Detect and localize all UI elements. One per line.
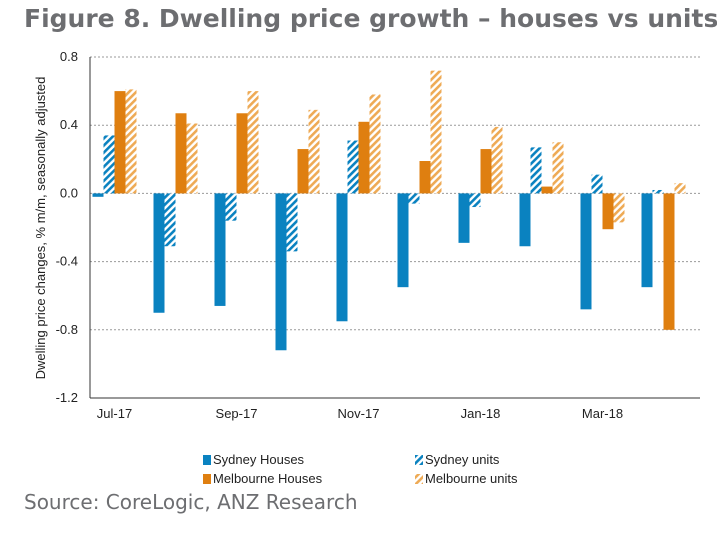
x-tick-label: Mar-18 bbox=[582, 406, 623, 421]
legend-label: Sydney units bbox=[425, 452, 500, 467]
x-tick-label: Jan-18 bbox=[461, 406, 501, 421]
bar-melbourne-houses bbox=[419, 161, 431, 194]
bar-sydney-houses bbox=[336, 193, 348, 322]
y-tick-label: -1.2 bbox=[56, 390, 78, 405]
x-tick-label: Sep-17 bbox=[216, 406, 258, 421]
bar-sydney-units bbox=[164, 193, 176, 247]
bar-sydney-houses bbox=[641, 193, 653, 288]
legend-swatch bbox=[415, 474, 423, 484]
chart: 0.8 0.4 0.0 -0.4 -0.8 -1.2 Jul-17 Sep-17 Nov-17 J… bbox=[33, 49, 700, 486]
bar-melbourne-units bbox=[430, 70, 442, 194]
axes: 0.8 0.4 0.0 -0.4 -0.8 -1.2 Jul-17 Sep-17 Nov-17 J… bbox=[56, 49, 700, 421]
bar-sydney-units bbox=[652, 189, 664, 194]
legend: Sydney Houses Sydney units Melbourne House… bbox=[203, 452, 518, 486]
bar-melbourne-units bbox=[186, 123, 198, 194]
bar-sydney-units bbox=[408, 193, 420, 204]
bar-melbourne-houses bbox=[114, 91, 126, 194]
bar-melbourne-houses bbox=[175, 113, 187, 194]
bar-sydney-houses bbox=[92, 193, 104, 197]
bar-sydney-units bbox=[530, 147, 542, 194]
legend-swatch bbox=[203, 455, 211, 465]
bar-melbourne-houses bbox=[480, 149, 492, 194]
legend-label: Sydney Houses bbox=[213, 452, 305, 467]
bar-sydney-houses bbox=[458, 193, 470, 243]
x-tick-label: Nov-17 bbox=[338, 406, 380, 421]
bar-melbourne-units bbox=[125, 89, 137, 194]
y-tick-label: -0.4 bbox=[56, 254, 78, 269]
bar-melbourne-houses bbox=[236, 113, 248, 194]
bar-sydney-houses bbox=[214, 193, 226, 306]
y-tick-label: 0.0 bbox=[60, 185, 78, 200]
y-axis-label: Dwelling price changes, % m/m, seasonall… bbox=[33, 77, 48, 380]
bar-sydney-houses bbox=[153, 193, 165, 313]
bar-melbourne-units bbox=[674, 183, 686, 194]
x-tick-label: Jul-17 bbox=[97, 406, 132, 421]
bar-sydney-houses bbox=[519, 193, 531, 247]
bar-melbourne-units bbox=[491, 126, 503, 194]
bar-sydney-units bbox=[591, 174, 603, 194]
bar-melbourne-units bbox=[247, 91, 259, 194]
bar-sydney-units bbox=[347, 140, 359, 194]
legend-label: Melbourne units bbox=[425, 471, 518, 486]
bar-sydney-units bbox=[225, 193, 237, 221]
bars bbox=[92, 70, 686, 351]
bar-melbourne-units bbox=[369, 94, 381, 194]
bar-melbourne-units bbox=[308, 109, 320, 194]
bar-sydney-units bbox=[286, 193, 298, 252]
chart-title: Figure 8. Dwelling price growth – houses… bbox=[24, 4, 717, 33]
y-tick-label: -0.8 bbox=[56, 322, 78, 337]
bar-melbourne-houses bbox=[663, 193, 675, 330]
y-tick-label: 0.4 bbox=[60, 117, 78, 132]
legend-swatch bbox=[415, 455, 423, 465]
bar-sydney-houses bbox=[397, 193, 409, 288]
bar-melbourne-houses bbox=[297, 149, 309, 194]
bar-sydney-houses bbox=[275, 193, 287, 351]
source-note: Source: CoreLogic, ANZ Research bbox=[24, 490, 358, 514]
bar-melbourne-houses bbox=[541, 186, 553, 194]
legend-swatch bbox=[203, 474, 211, 484]
bar-melbourne-units bbox=[613, 193, 625, 223]
bar-sydney-units bbox=[103, 135, 115, 194]
bar-melbourne-houses bbox=[602, 193, 614, 230]
legend-label: Melbourne Houses bbox=[213, 471, 323, 486]
bar-melbourne-houses bbox=[358, 121, 370, 194]
bar-sydney-units bbox=[469, 193, 481, 208]
bar-melbourne-units bbox=[552, 142, 564, 194]
bar-sydney-houses bbox=[580, 193, 592, 310]
y-tick-label: 0.8 bbox=[60, 49, 78, 64]
